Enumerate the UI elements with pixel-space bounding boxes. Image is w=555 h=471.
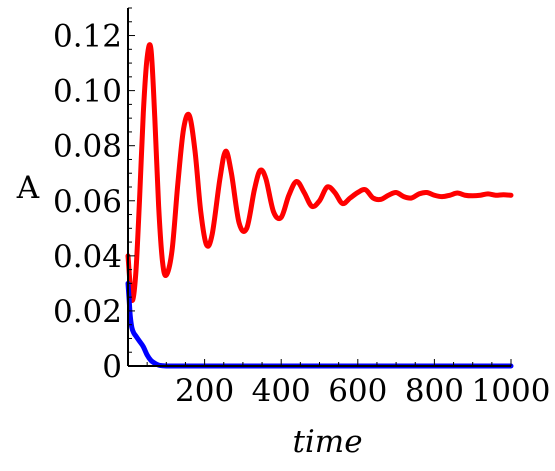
axes-layer [127, 8, 511, 367]
x-tick-label: 200 [175, 373, 234, 409]
x-tick-label: 400 [252, 373, 311, 409]
y-tick-label: 0.02 [53, 294, 122, 330]
x-tick-label: 800 [405, 373, 464, 409]
red-series-line [125, 42, 514, 303]
y-tick-label: 0.12 [53, 19, 122, 55]
y-tick-label: 0.10 [53, 74, 122, 110]
y-axis-title: A [16, 170, 40, 206]
ticks-layer: 200 400 600 800 1000 0 0.02 0.04 0.06 0.08 0.10 0.1… [53, 7, 551, 409]
y-tick-label: 0.04 [53, 239, 122, 275]
y-tick-label: 0 [102, 349, 122, 385]
y-tick-label: 0.06 [53, 184, 122, 220]
blue-series-line [125, 280, 514, 369]
x-axis-title: time [292, 424, 362, 460]
x-tick-label: 1000 [472, 373, 551, 409]
series-layer [125, 42, 514, 369]
x-tick-label: 600 [328, 373, 387, 409]
y-tick-label: 0.08 [53, 129, 122, 165]
